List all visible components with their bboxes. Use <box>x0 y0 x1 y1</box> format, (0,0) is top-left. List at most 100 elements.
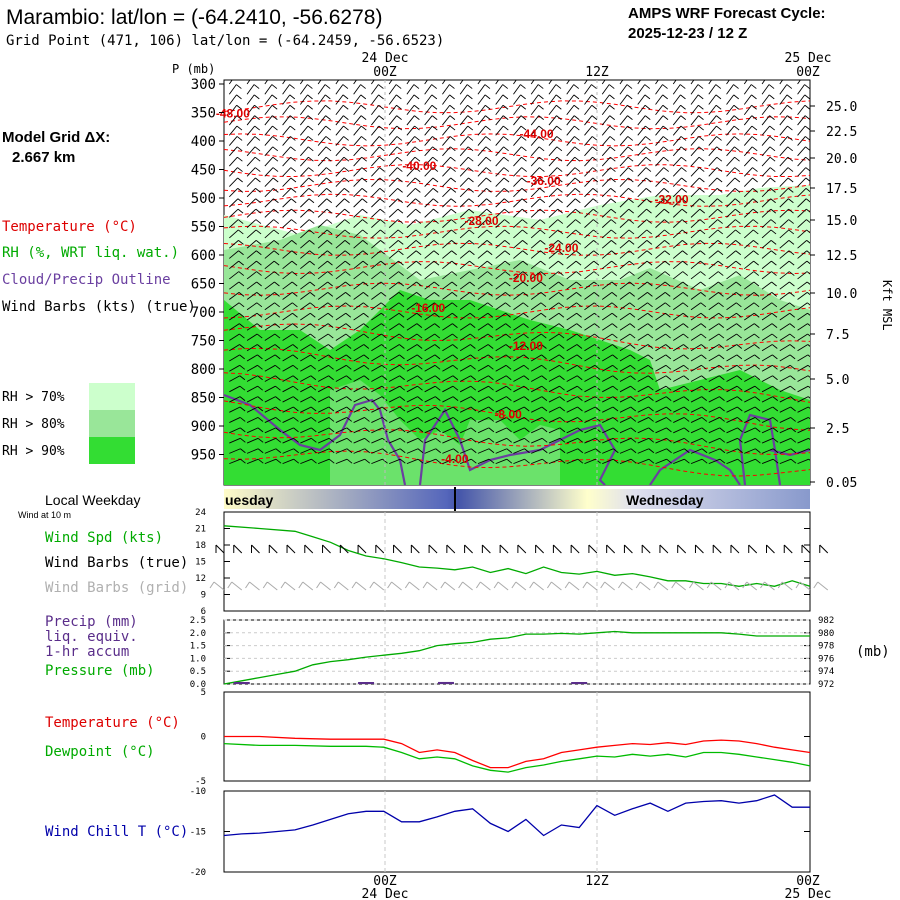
wind-barb <box>743 136 758 146</box>
wind-barb-grid <box>351 581 367 591</box>
wind-barb <box>548 271 564 280</box>
wind-barb <box>761 344 778 352</box>
wind-barb <box>690 136 705 146</box>
wind-barb <box>459 302 476 311</box>
wind-barb <box>655 167 669 177</box>
wind-barb <box>726 136 740 146</box>
wind-barb <box>317 406 335 413</box>
wind-barb-true <box>499 544 509 554</box>
wind-barb <box>672 115 687 126</box>
wind-barb <box>282 354 299 362</box>
wind-barb <box>282 146 296 157</box>
wind-barb <box>513 448 530 454</box>
wind-barb <box>619 312 636 321</box>
wind-barb <box>229 260 244 270</box>
wind-barb <box>424 385 441 393</box>
wind-barb <box>619 448 637 454</box>
wind-barb <box>602 417 619 423</box>
wind-barb-true <box>730 544 740 554</box>
wind-barb <box>513 458 530 465</box>
wind-barb <box>246 136 261 146</box>
wind-barb <box>335 417 353 423</box>
pressure-tick-label: 972 <box>818 680 834 690</box>
wind-barb <box>690 437 708 444</box>
pressure-tick-label: 700 <box>191 305 216 321</box>
wind-barb <box>619 271 635 280</box>
isotherm-label: -36.00 <box>527 174 561 188</box>
wind-barb <box>495 302 511 311</box>
wind-barb <box>726 458 743 465</box>
wind-barb-grid <box>671 581 687 591</box>
wind-barb <box>229 312 245 321</box>
wind-barb <box>566 84 580 95</box>
isotherm-label: -48.00 <box>216 107 250 121</box>
wind-barb <box>300 239 315 249</box>
wind-barb <box>548 385 565 393</box>
wind-barb <box>602 437 619 444</box>
wind-barb <box>264 250 280 259</box>
wind-barb <box>442 167 456 177</box>
wind-barb <box>637 458 655 465</box>
wind-barb <box>388 354 405 362</box>
wind-barb <box>317 427 335 434</box>
wind-barb <box>353 219 368 228</box>
wind-barb <box>317 94 331 105</box>
wind-barb <box>335 80 340 85</box>
wind-barb <box>513 229 528 239</box>
wind-barb <box>406 146 421 157</box>
wind-barb <box>708 385 725 393</box>
wind-barb <box>672 167 687 177</box>
wind-barb-grid <box>600 581 615 591</box>
wind-barb-true <box>268 544 278 554</box>
wind-barb <box>690 260 706 270</box>
wind-barb <box>371 219 386 228</box>
wind-barb <box>708 156 723 167</box>
wind-barb <box>548 84 562 95</box>
wind-barb <box>797 333 810 341</box>
wind-barb <box>655 364 672 372</box>
wind-barb <box>690 458 708 465</box>
wind-barb <box>282 417 299 423</box>
wind-barb <box>797 115 810 126</box>
wind-barb <box>797 302 810 311</box>
wind-barb <box>335 271 351 280</box>
wind-barb <box>229 281 245 290</box>
wind-barb <box>672 271 689 280</box>
wind-barb <box>673 385 690 393</box>
wind-barb <box>371 115 385 126</box>
wind-barb <box>513 94 526 105</box>
wind-barb <box>335 94 349 105</box>
wind-barb <box>690 344 707 352</box>
wind-barb <box>601 136 616 146</box>
wind-barb <box>282 385 299 393</box>
wind-barb <box>566 260 582 270</box>
wind-barb <box>246 406 264 413</box>
wind-barb <box>424 136 438 146</box>
wind-barb <box>655 198 670 208</box>
wind-barb <box>282 344 299 352</box>
wind-barb <box>708 312 724 321</box>
wind-barb <box>424 104 438 116</box>
wind-barb <box>282 188 297 198</box>
wind-barb <box>584 333 600 341</box>
wind-barb-grid <box>724 581 740 591</box>
wind-barb <box>726 385 743 393</box>
panel-ytick-label: -5 <box>195 777 206 787</box>
wind-barb <box>797 84 810 95</box>
wind-barb <box>619 167 634 177</box>
wind-barb <box>424 146 438 157</box>
wind-barb <box>300 396 317 403</box>
wind-barb <box>442 219 457 228</box>
wind-barb <box>708 177 723 187</box>
wind-barb <box>459 271 475 280</box>
wind-barb <box>566 354 583 362</box>
wind-barb <box>406 281 422 290</box>
wind-barb <box>317 344 334 352</box>
wind-barb <box>229 396 246 403</box>
wind-barb <box>477 219 493 228</box>
panel-ytick-label: 9 <box>201 591 206 601</box>
wind-barb <box>495 281 511 290</box>
wind-barb <box>530 219 546 228</box>
bottom-tick-00z-b: 00Z <box>796 874 820 889</box>
